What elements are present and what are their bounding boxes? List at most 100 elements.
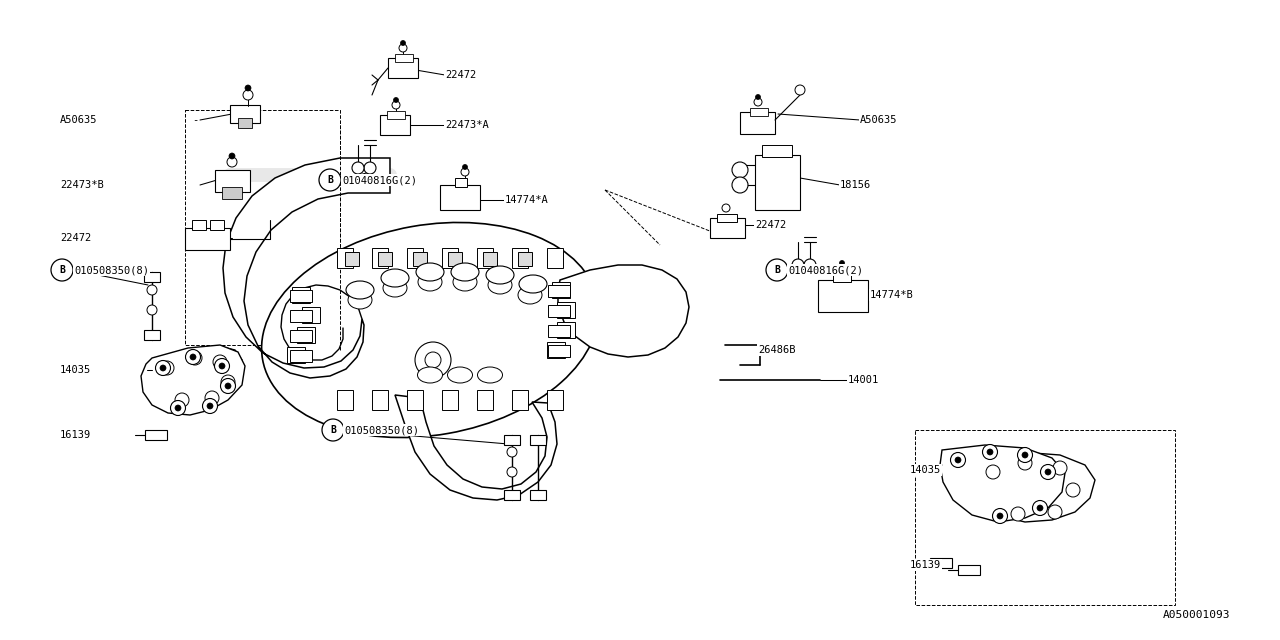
Ellipse shape — [346, 281, 374, 299]
Bar — [530, 490, 547, 500]
Text: 22473*B: 22473*B — [60, 180, 104, 190]
Bar — [512, 248, 529, 268]
Bar — [518, 252, 532, 266]
Bar — [442, 248, 458, 268]
Circle shape — [392, 101, 399, 109]
Circle shape — [244, 85, 251, 91]
Text: 22472: 22472 — [60, 233, 91, 243]
Circle shape — [323, 419, 344, 441]
Bar — [396, 54, 413, 62]
Text: 26486B: 26486B — [758, 345, 795, 355]
Bar — [548, 285, 570, 297]
Bar — [388, 58, 419, 78]
Circle shape — [983, 445, 997, 460]
Bar — [372, 248, 388, 268]
Ellipse shape — [453, 273, 477, 291]
Circle shape — [220, 378, 236, 394]
Text: B: B — [328, 175, 333, 185]
Polygon shape — [223, 158, 390, 378]
Bar — [221, 187, 242, 199]
Bar — [547, 248, 563, 268]
Bar — [931, 558, 952, 568]
Circle shape — [319, 169, 340, 191]
Bar — [291, 290, 312, 302]
Text: 14001: 14001 — [849, 375, 879, 385]
Text: A050001093: A050001093 — [1162, 610, 1230, 620]
Bar — [833, 274, 851, 282]
Circle shape — [804, 259, 817, 271]
Text: 14774*A: 14774*A — [506, 195, 549, 205]
Bar — [717, 214, 737, 222]
Circle shape — [227, 157, 237, 167]
Ellipse shape — [518, 286, 541, 304]
Bar — [337, 390, 353, 410]
Circle shape — [732, 162, 748, 178]
Circle shape — [147, 285, 157, 295]
Text: B: B — [59, 265, 65, 275]
Text: 01040816G(2): 01040816G(2) — [342, 175, 417, 185]
Circle shape — [1048, 505, 1062, 519]
Circle shape — [951, 452, 965, 467]
Circle shape — [1053, 461, 1068, 475]
Bar — [762, 145, 792, 157]
Bar — [504, 435, 520, 445]
Circle shape — [1041, 465, 1056, 479]
Circle shape — [147, 305, 157, 315]
Circle shape — [221, 375, 236, 389]
Circle shape — [189, 354, 196, 360]
Text: 22473*A: 22473*A — [445, 120, 489, 130]
Polygon shape — [141, 345, 244, 415]
Text: 010508350(8): 010508350(8) — [74, 265, 148, 275]
Polygon shape — [940, 445, 1065, 522]
Ellipse shape — [383, 279, 407, 297]
Bar — [192, 220, 206, 230]
Bar — [440, 185, 480, 210]
Bar — [230, 105, 260, 123]
Bar — [547, 342, 564, 358]
Circle shape — [399, 44, 407, 52]
Bar — [407, 390, 422, 410]
Ellipse shape — [477, 367, 503, 383]
Circle shape — [754, 98, 762, 106]
Circle shape — [393, 97, 398, 102]
Ellipse shape — [381, 269, 410, 287]
Bar — [302, 307, 320, 323]
Circle shape — [229, 153, 236, 159]
Circle shape — [507, 447, 517, 457]
Text: 14035: 14035 — [910, 465, 941, 475]
Circle shape — [212, 355, 227, 369]
Ellipse shape — [416, 263, 444, 281]
Circle shape — [955, 457, 961, 463]
Circle shape — [462, 164, 467, 170]
Bar — [143, 272, 160, 282]
Circle shape — [1044, 469, 1051, 475]
Circle shape — [992, 509, 1007, 524]
Ellipse shape — [451, 263, 479, 281]
Bar — [287, 347, 305, 363]
Circle shape — [840, 260, 845, 266]
Text: -: - — [192, 115, 198, 125]
Text: 18156: 18156 — [840, 180, 872, 190]
Bar — [210, 220, 224, 230]
Circle shape — [425, 352, 442, 368]
Bar — [215, 170, 250, 192]
Bar — [957, 565, 980, 575]
Bar — [372, 390, 388, 410]
Text: 22472: 22472 — [755, 220, 786, 230]
Bar — [530, 435, 547, 445]
Circle shape — [1018, 456, 1032, 470]
Circle shape — [795, 85, 805, 95]
Circle shape — [1066, 483, 1080, 497]
Bar — [297, 327, 315, 343]
Bar — [291, 350, 312, 362]
Bar — [291, 310, 312, 322]
Bar — [750, 108, 768, 116]
Bar — [552, 282, 570, 298]
Bar — [477, 248, 493, 268]
Bar — [337, 248, 353, 268]
Ellipse shape — [488, 276, 512, 294]
Circle shape — [225, 383, 230, 389]
Bar — [387, 111, 404, 119]
Circle shape — [1018, 447, 1033, 463]
Circle shape — [765, 259, 788, 281]
